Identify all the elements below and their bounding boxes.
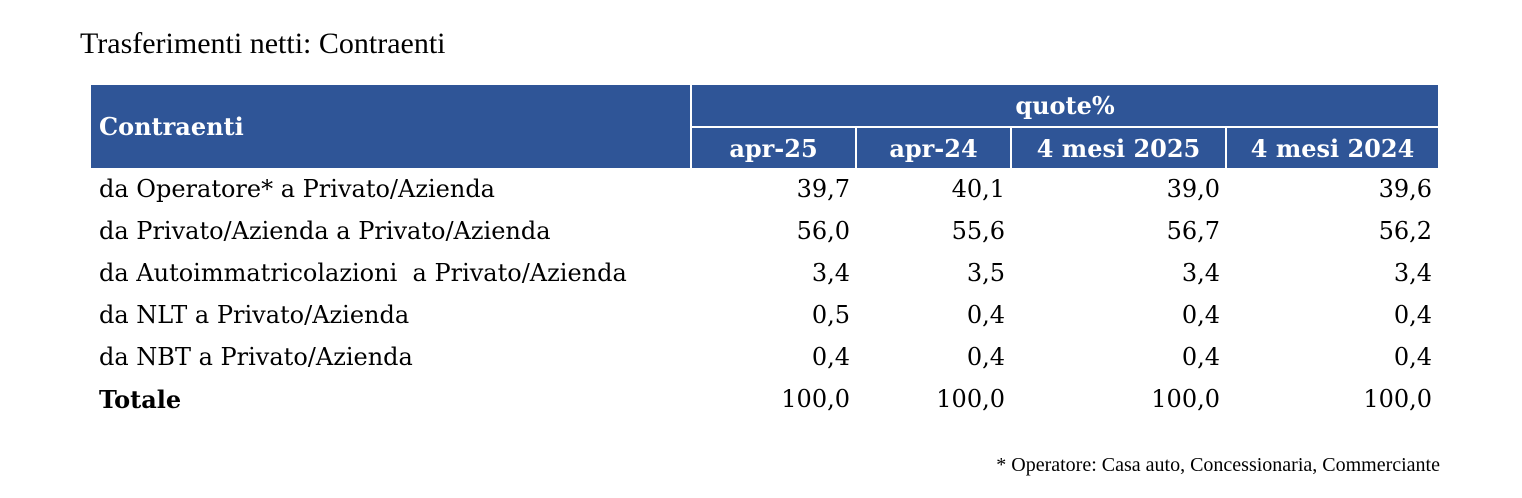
table-cell: 0,4 bbox=[1181, 301, 1220, 329]
table-cell: 3,5 bbox=[966, 259, 1005, 287]
table-cell: 0,4 bbox=[966, 301, 1005, 329]
total-row: Totale 100,0 100,0 100,0 100,0 bbox=[91, 378, 1438, 420]
table-cell: 39,7 bbox=[796, 175, 850, 203]
table-cell: 39,0 bbox=[1166, 175, 1220, 203]
table-row: da NLT a Privato/Azienda 0,5 0,4 0,4 0,4 bbox=[91, 294, 1438, 336]
table-cell: 0,4 bbox=[1181, 343, 1220, 371]
table-cell: 0,4 bbox=[1393, 343, 1433, 371]
column-header: 4 mesi 2025 bbox=[1010, 127, 1226, 168]
table-cell: 100,0 bbox=[1151, 385, 1220, 413]
table-subheader-row: apr-25 apr-24 4 mesi 2025 4 mesi 2024 bbox=[91, 127, 1439, 168]
row-header-contraenti: Contraenti bbox=[91, 85, 691, 168]
group-header-quote: quote% bbox=[689, 85, 1439, 128]
column-header: 4 mesi 2024 bbox=[1224, 127, 1439, 168]
table-cell: 56,0 bbox=[796, 217, 850, 245]
row-label: da NLT a Privato/Azienda bbox=[99, 301, 410, 329]
table-cell: 3,4 bbox=[811, 259, 850, 287]
row-label: da NBT a Privato/Azienda bbox=[99, 343, 413, 371]
table-cell: 40,1 bbox=[951, 175, 1005, 203]
contraenti-table: Contraenti quote% apr-25 apr-24 4 mesi 2… bbox=[91, 85, 1439, 420]
table-row: da Autoimmatricolazioni a Privato/Aziend… bbox=[91, 252, 1438, 294]
table-cell: 3,4 bbox=[1181, 259, 1220, 287]
table-header-row: Contraenti quote% bbox=[91, 85, 1439, 168]
page-title: Trasferimenti netti: Contraenti bbox=[80, 27, 446, 60]
table-cell: 100,0 bbox=[936, 385, 1005, 413]
table-cell: 39,6 bbox=[1378, 175, 1433, 203]
column-header: apr-25 bbox=[690, 127, 856, 168]
table-cell: 100,0 bbox=[1363, 385, 1433, 413]
row-label: da Privato/Azienda a Privato/Azienda bbox=[99, 217, 551, 245]
table-cell: 56,7 bbox=[1166, 217, 1220, 245]
table-cell: 100,0 bbox=[781, 385, 850, 413]
table-row: da Privato/Azienda a Privato/Azienda 56,… bbox=[91, 210, 1438, 252]
table-cell: 0,4 bbox=[966, 343, 1005, 371]
footnote: * Operatore: Casa auto, Concessionaria, … bbox=[996, 454, 1440, 476]
table-cell: 56,2 bbox=[1378, 217, 1433, 245]
table-cell: 3,4 bbox=[1393, 259, 1433, 287]
table-cell: 55,6 bbox=[951, 217, 1005, 245]
table-row: da Operatore* a Privato/Azienda 39,7 40,… bbox=[91, 168, 1438, 210]
table-cell: 0,5 bbox=[811, 301, 850, 329]
table-cell: 0,4 bbox=[811, 343, 850, 371]
total-label: Totale bbox=[99, 384, 182, 414]
column-header: apr-24 bbox=[855, 127, 1011, 168]
table-row: da NBT a Privato/Azienda 0,4 0,4 0,4 0,4 bbox=[91, 336, 1438, 378]
row-label: da Operatore* a Privato/Azienda bbox=[99, 175, 495, 203]
table-cell: 0,4 bbox=[1393, 301, 1433, 329]
row-label: da Autoimmatricolazioni a Privato/Aziend… bbox=[99, 259, 627, 287]
